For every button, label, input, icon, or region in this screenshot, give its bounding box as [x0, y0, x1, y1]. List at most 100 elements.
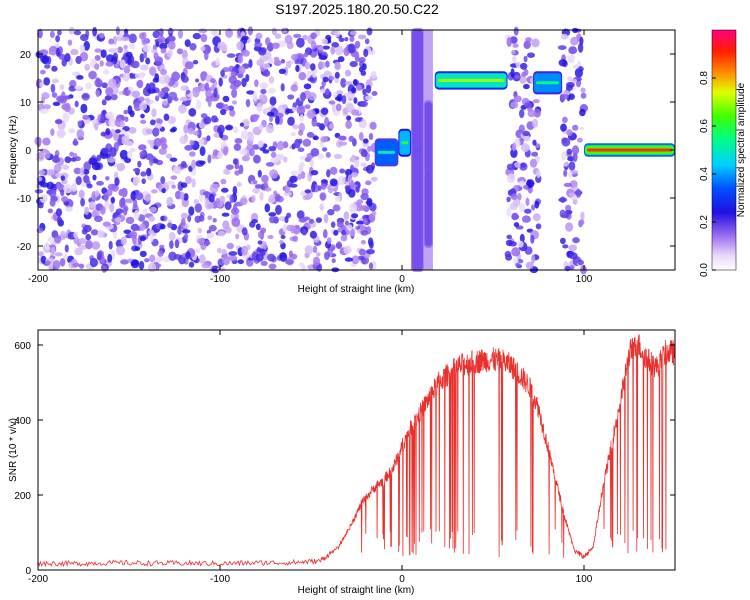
heatmap-cell [195, 99, 202, 110]
heatmap-cell [251, 194, 256, 203]
heatmap-cell [64, 244, 69, 253]
heatmap-cell [265, 162, 275, 167]
heatmap-cell [122, 89, 131, 96]
heatmap-cell [587, 148, 672, 152]
heatmap-cell [531, 254, 536, 264]
heatmap-cell [285, 60, 292, 69]
heatmap-cell [323, 229, 328, 239]
heatmap-cell [294, 138, 301, 149]
heatmap-cell [137, 160, 142, 168]
heatmap-cell [350, 155, 356, 163]
heatmap-cell [123, 207, 128, 216]
heatmap-cell [252, 187, 261, 194]
heatmap-cell [154, 73, 160, 81]
heatmap-cell [302, 34, 308, 41]
heatmap-cell [311, 183, 316, 193]
heatmap-cell [257, 140, 264, 148]
heatmap-cell [37, 28, 43, 39]
heatmap-cell [42, 244, 51, 253]
heatmap-cell [262, 149, 270, 154]
heatmap-cell [92, 174, 97, 181]
y-tick-label: 200 [14, 491, 31, 502]
heatmap-cell [579, 108, 586, 117]
heatmap-cell [258, 124, 264, 131]
heatmap-cell [347, 174, 352, 184]
heatmap-cell [273, 56, 280, 62]
heatmap-cell [102, 221, 111, 227]
heatmap-cell [354, 51, 360, 60]
heatmap-cell [304, 189, 312, 194]
heatmap-cell [304, 245, 314, 255]
heatmap-cell [120, 236, 127, 246]
heatmap-cell [568, 93, 575, 100]
heatmap-cell [206, 232, 215, 239]
heatmap-cell [522, 130, 531, 137]
heatmap-cell [211, 29, 217, 36]
heatmap-cell [358, 248, 366, 256]
heatmap-cell [99, 32, 105, 39]
heatmap-cell [577, 259, 584, 266]
heatmap-cell [292, 224, 301, 235]
heatmap-cell [215, 102, 224, 109]
heatmap-feature [423, 30, 433, 270]
spectrogram-x-label: Height of straight line (km) [298, 284, 415, 295]
heatmap-cell [48, 51, 57, 56]
heatmap-cell [145, 57, 151, 65]
heatmap-cell [321, 38, 329, 45]
heatmap-cell [94, 55, 101, 61]
heatmap-cell [150, 189, 158, 194]
colorbar-ticks: 0.0 0.2 0.4 0.6 0.8 [699, 71, 716, 277]
heatmap-cell [148, 215, 156, 222]
heatmap-cell [336, 221, 344, 228]
heatmap-cell [198, 28, 208, 34]
heatmap-cell [91, 210, 98, 218]
heatmap-cell [368, 133, 374, 141]
heatmap-cell [218, 77, 223, 87]
heatmap-cell [319, 88, 326, 94]
heatmap-cell [366, 27, 373, 36]
heatmap-cell [81, 92, 90, 101]
heatmap-cell [577, 42, 584, 53]
heatmap-cell [506, 196, 511, 203]
heatmap-cell [96, 154, 102, 162]
heatmap-cell [74, 85, 82, 90]
heatmap-cell [57, 30, 62, 36]
heatmap-cell [251, 144, 261, 150]
heatmap-cell [512, 199, 521, 207]
heatmap-cell [187, 127, 194, 135]
heatmap-cell [365, 180, 372, 186]
heatmap-cell [105, 54, 115, 63]
heatmap-cell [325, 90, 330, 96]
heatmap-cell [523, 40, 532, 49]
heatmap-cell [94, 48, 103, 53]
heatmap-cell [523, 55, 528, 63]
heatmap-cell [55, 208, 63, 217]
heatmap-cell [525, 261, 534, 270]
spectrogram-y-ticks: -20 -10 0 10 20 [17, 50, 675, 253]
heatmap-cell [358, 34, 367, 40]
heatmap-cell [360, 230, 369, 236]
heatmap-cell [515, 262, 520, 267]
heatmap-cell [160, 47, 167, 54]
heatmap-cell [83, 161, 91, 171]
heatmap-cell [139, 223, 146, 232]
heatmap-cell [401, 141, 409, 145]
heatmap-cell [231, 88, 238, 99]
heatmap-cell [129, 147, 136, 153]
heatmap-cell [193, 199, 199, 205]
heatmap-cell [346, 115, 352, 121]
heatmap-cell [103, 69, 110, 75]
heatmap-cell [364, 38, 370, 45]
heatmap-cell [180, 160, 187, 168]
heatmap-cell [241, 35, 249, 41]
heatmap-cell [149, 233, 154, 243]
heatmap-cell [229, 84, 236, 90]
heatmap-cell [157, 36, 166, 44]
heatmap-cell [185, 251, 191, 260]
heatmap-cell [367, 237, 374, 247]
heatmap-cell [171, 184, 176, 189]
heatmap-cell [181, 75, 189, 83]
heatmap-cell [115, 26, 120, 36]
heatmap-cell [184, 144, 194, 151]
heatmap-cell [39, 108, 49, 114]
